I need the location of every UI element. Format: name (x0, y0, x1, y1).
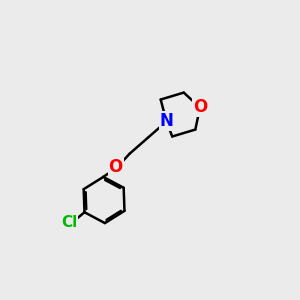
Text: O: O (193, 98, 208, 116)
Text: O: O (109, 158, 123, 176)
Text: Cl: Cl (61, 215, 78, 230)
Text: N: N (160, 112, 173, 130)
